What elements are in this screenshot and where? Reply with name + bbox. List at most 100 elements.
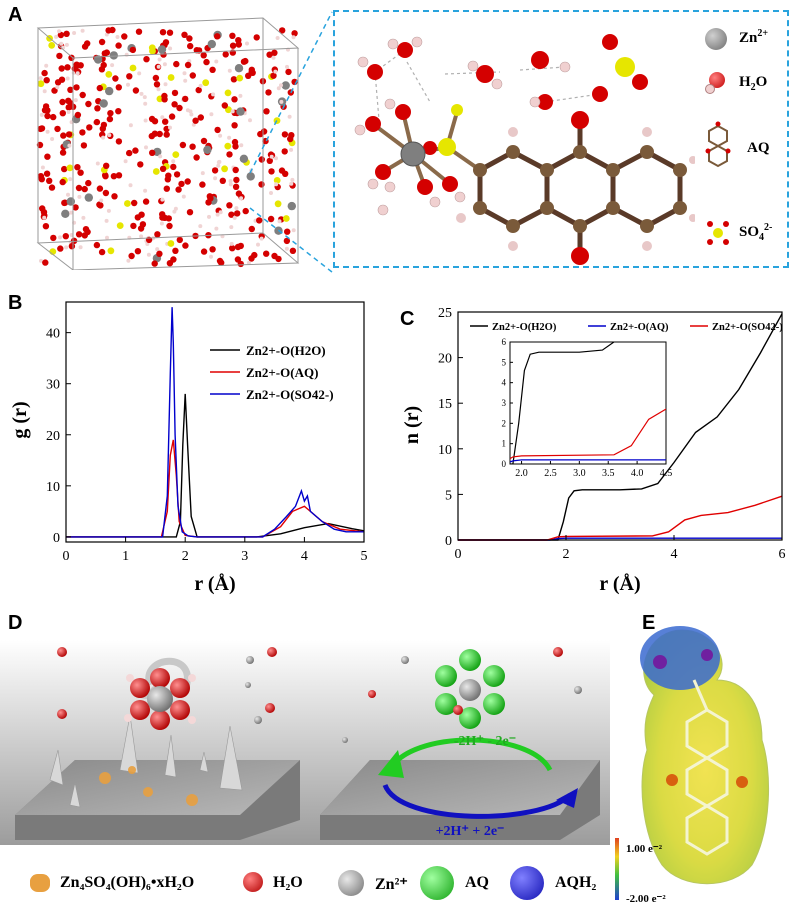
legend-so4-sub: 4	[759, 232, 765, 243]
y-tick-label: 10	[46, 480, 60, 495]
inset-y-tick-label: 4	[502, 378, 507, 388]
y-tick-label: 40	[46, 327, 60, 342]
legend-zn-label: Zn	[739, 30, 758, 46]
basic-salt-flakes	[99, 766, 198, 806]
zinc-icon	[338, 870, 364, 896]
y-axis-label: g (r)	[9, 401, 31, 438]
sulfur-linker	[451, 104, 463, 116]
plot-frame	[65, 301, 365, 543]
aq-hydrogen-atoms	[456, 127, 695, 251]
x-tick-label: 5	[361, 549, 368, 564]
legend-label-2: Zn2+-O(SO42-)	[712, 322, 783, 333]
inset-x-tick-label: 2.0	[515, 468, 528, 479]
aq-zn-complex	[435, 649, 505, 729]
floating-species-right	[342, 647, 582, 743]
inset-y-tick-label: 1	[502, 439, 507, 449]
x-tick-label: 0	[455, 547, 462, 562]
color-scale-bar	[615, 838, 619, 900]
y-tick-label: 25	[438, 306, 452, 321]
legend-label-0: Zn2+-O(H2O)	[492, 322, 557, 333]
inset-x-tick-label: 3.0	[573, 468, 586, 479]
sulfonate-oxygen	[653, 655, 667, 669]
legend-zn-sup: 2+	[757, 28, 769, 39]
basic-salt-icon	[30, 874, 50, 892]
water-hydrogens	[354, 36, 571, 216]
molecule-skeleton	[685, 679, 729, 856]
inset-series-line-2	[510, 408, 666, 460]
aq-icon	[420, 866, 454, 900]
aq-carbon-atoms	[473, 145, 687, 233]
legend-label-1: Zn2+-O(AQ)	[246, 365, 318, 380]
mechanism-schematic: -2H⁺ - 2e⁻ +2H⁺ + 2e⁻	[0, 640, 610, 845]
zn-dendrites	[49, 714, 243, 808]
legend-h2o: H2O	[705, 70, 785, 104]
scale-max-label: 1.00 e⁻²	[626, 843, 663, 855]
oxygen-atoms	[365, 34, 648, 265]
sulfate-sulfur	[615, 57, 635, 77]
solvation-structure	[354, 34, 695, 265]
sulfate-icon	[707, 221, 729, 245]
deposition-arrow	[145, 657, 191, 692]
y-tick-label: 30	[46, 378, 60, 393]
series-line-1	[66, 439, 365, 538]
inset-x-tick-label: 2.5	[544, 468, 557, 479]
x-tick-label: 3	[241, 549, 248, 564]
legend-h2o-label: H	[739, 74, 751, 90]
legend-h2o-sub: 2	[750, 82, 756, 93]
x-tick-label: 0	[63, 549, 70, 564]
simulation-atoms	[36, 26, 298, 268]
water-icon	[243, 872, 263, 892]
panel-label-a: A	[8, 4, 23, 26]
inset-y-tick-label: 2	[502, 418, 507, 428]
legend-zn: Zn²⁺	[375, 876, 408, 893]
oxygen-left	[666, 774, 678, 786]
x-tick-label: 4	[301, 549, 308, 564]
zn-h2o-cluster	[124, 668, 196, 730]
right-zn-anode: -2H⁺ - 2e⁻ +2H⁺ + 2e⁻	[320, 647, 600, 840]
zoom-guides	[249, 11, 333, 273]
sulfur-atom	[438, 138, 456, 156]
oxygen-right	[736, 776, 748, 788]
left-zn-anode	[15, 647, 300, 840]
inset-series-line-0	[510, 342, 615, 464]
inset-y-tick-label: 6	[502, 337, 507, 347]
zoom-inset-frame	[333, 10, 789, 268]
zinc-ion	[400, 141, 426, 167]
series-line-0	[66, 393, 365, 538]
simulation-box-edges	[36, 17, 300, 270]
legend-basic-salt: Zn₄SO₄(OH)₆•xH₂O	[60, 874, 195, 891]
inset-frame	[509, 341, 667, 465]
x-tick-label: 4	[671, 547, 678, 562]
series-line-2	[66, 307, 364, 538]
legend-aq: AQ	[465, 874, 489, 891]
md-simulation-box	[36, 17, 300, 270]
legend-h2o: H₂O	[273, 874, 303, 891]
x-axis-label: r (Å)	[599, 572, 640, 595]
inset-y-tick-label: 0	[502, 459, 507, 469]
y-tick-label: 15	[438, 397, 452, 412]
series-line-0	[458, 313, 783, 541]
panel-label-d: D	[8, 612, 23, 634]
y-tick-label: 20	[438, 352, 452, 367]
x-axis-label: r (Å)	[194, 572, 235, 595]
oxidation-label: -2H⁺ - 2e⁻	[454, 734, 516, 749]
legend-label-1: Zn2+-O(AQ)	[610, 322, 669, 333]
x-tick-label: 1	[122, 549, 129, 564]
inset-x-tick-label: 3.5	[602, 468, 615, 479]
legend-zn: Zn2+	[705, 24, 785, 58]
legend-so4-label: SO	[739, 224, 760, 240]
x-tick-label: 6	[779, 547, 786, 562]
legend-aqh2: AQH₂	[555, 874, 597, 891]
panel-label-c: C	[400, 308, 415, 330]
legend-so4: SO42-	[705, 214, 785, 254]
inset-x-tick-label: 4.5	[660, 468, 673, 479]
scale-min-label: -2.00 e⁻²	[626, 893, 666, 905]
rdf-chart: 0 1 2 3 4 5 0 10 20 30 40 Zn2+-O(H2O) Zn2+-O(AQ) Zn2…	[9, 301, 368, 595]
y-tick-label: 0	[53, 531, 60, 546]
legend-aq-label: AQ	[747, 140, 770, 156]
y-tick-label: 0	[445, 534, 452, 549]
legend-so4-sup: 2-	[764, 222, 773, 233]
oxidation-arrow	[387, 737, 553, 772]
panel-label-e: E	[642, 612, 656, 634]
